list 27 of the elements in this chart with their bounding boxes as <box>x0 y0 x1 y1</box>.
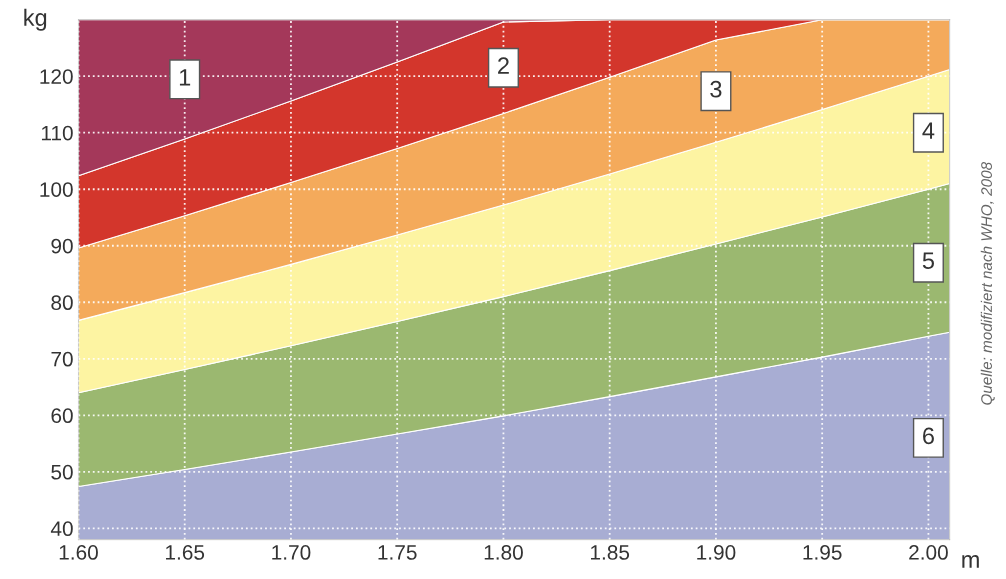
x-tick-label: 1.85 <box>591 545 630 560</box>
x-tick-label: 1.95 <box>803 545 842 560</box>
series-label: 1 <box>179 69 191 86</box>
x-tick-label: 1.65 <box>166 545 205 560</box>
series-label: 3 <box>710 80 722 98</box>
y-tick-label: 110 <box>41 125 73 141</box>
x-tick-label: 1.75 <box>378 545 417 560</box>
x-tick-label: 1.60 <box>59 545 98 560</box>
y-tick-label: 100 <box>40 182 73 197</box>
x-tick-label: 1.80 <box>484 545 523 560</box>
series-label: 5 <box>922 252 934 270</box>
y-tick-label: 60 <box>51 408 73 424</box>
y-tick-label: 120 <box>40 69 73 84</box>
series-label: 4 <box>922 122 935 139</box>
y-tick-label: 90 <box>51 238 73 254</box>
series-label: 2 <box>498 57 509 74</box>
y-tick-label: 50 <box>51 464 73 480</box>
y-tick-label: 70 <box>51 351 73 367</box>
x-tick-label: 1.90 <box>697 545 736 560</box>
x-tick-label: 1.70 <box>272 545 311 560</box>
y-axis-title: kg <box>24 8 47 31</box>
y-tick-label: 80 <box>51 295 73 311</box>
source-note: Quelle: modifiziert nach WHO, 2008 <box>980 161 995 405</box>
x-axis-title: m <box>962 555 979 568</box>
x-tick-label: 2.00 <box>909 545 948 560</box>
series-label: 6 <box>923 427 934 445</box>
y-tick-label: 40 <box>50 521 73 537</box>
